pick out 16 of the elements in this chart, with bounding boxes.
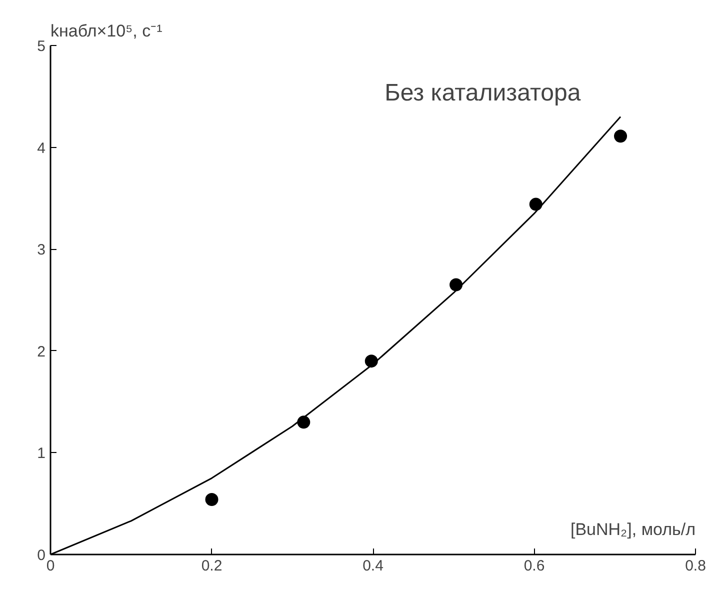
y-tick-label: 5 [37,38,46,55]
point [529,198,542,211]
x-tick-label: 0.4 [362,558,384,574]
point [614,130,628,143]
y-tick-label: 0 [37,547,46,564]
y-tick-label: 1 [37,445,46,462]
x-tick-label: 0.6 [524,558,545,574]
x-tick-label: 0.2 [201,558,222,574]
x-axis-title: [BuNH₂], моль/л [570,520,696,540]
y-axis-title: kнабл×10⁵, с⁻¹ [50,22,163,40]
y-tick-label: 3 [37,242,46,259]
y-tick-label: 4 [37,140,46,157]
y-tick-label: 2 [37,343,46,360]
point [205,493,218,506]
text: Без катализатора [384,80,582,107]
x-tick-label: 0.8 [685,558,706,574]
